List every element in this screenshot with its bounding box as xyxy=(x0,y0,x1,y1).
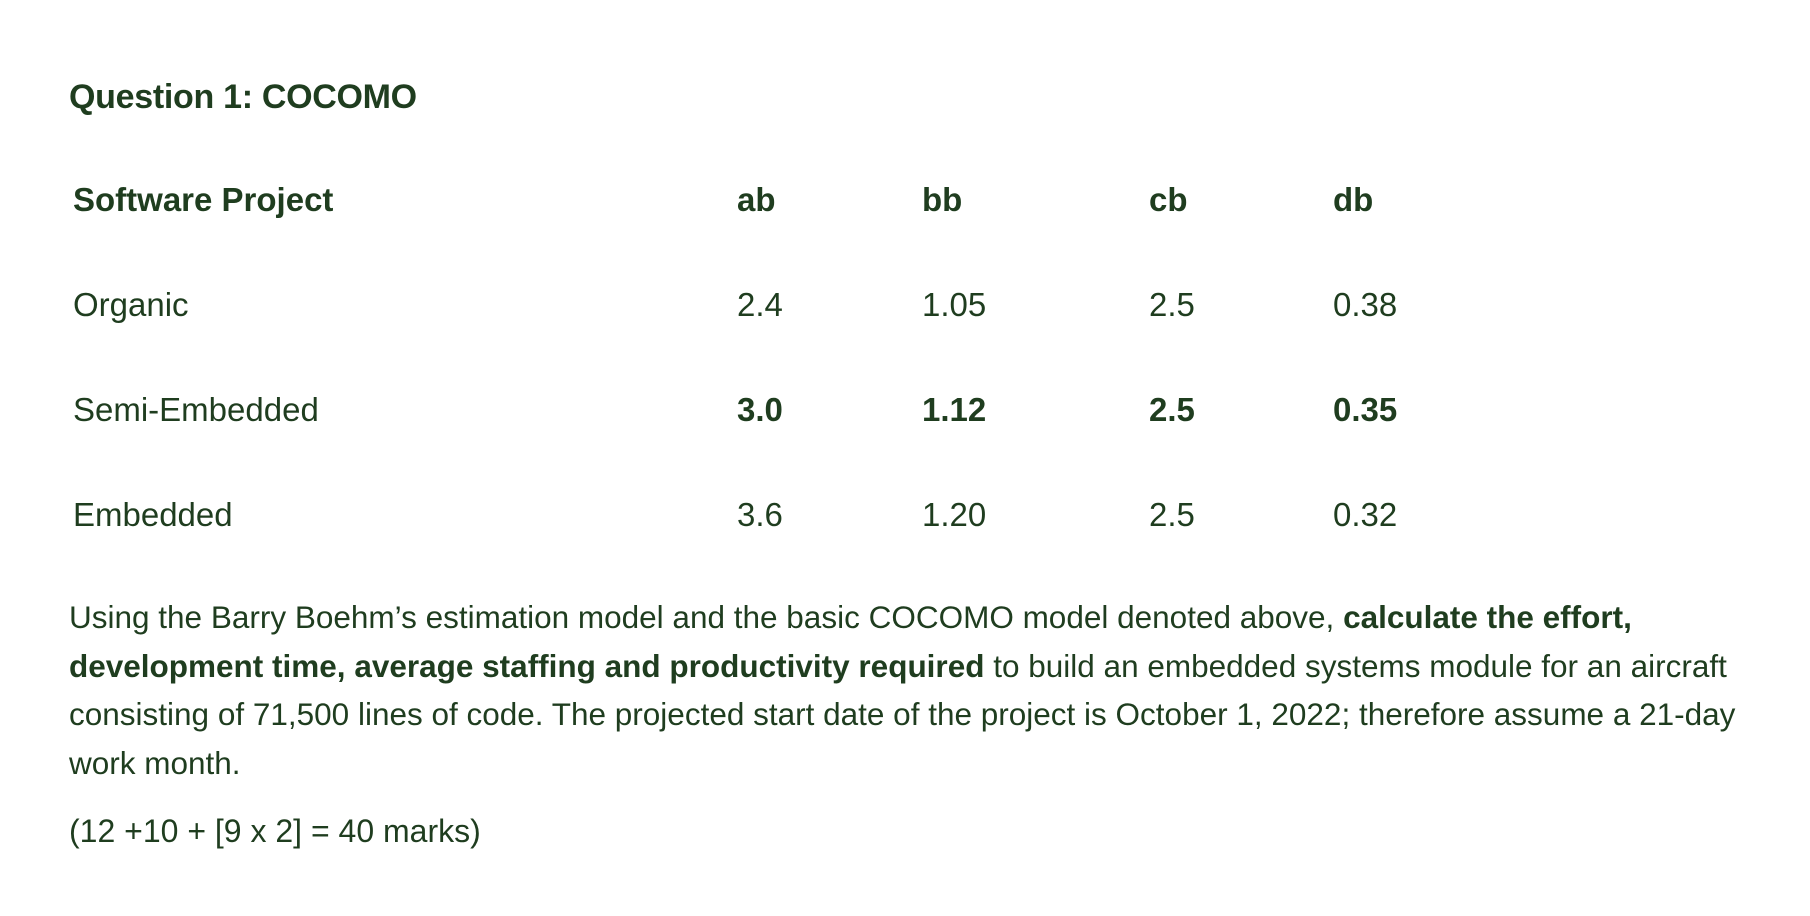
cb-value: 2.5 xyxy=(1149,391,1195,428)
question-title: Question 1: COCOMO xyxy=(69,78,417,116)
bb-value: 1.05 xyxy=(922,286,987,323)
project-name: Semi-Embedded xyxy=(73,391,319,428)
question-text: Using the Barry Boehm’s estimation model… xyxy=(69,593,1749,787)
marks-allocation: (12 +10 + [9 x 2] = 40 marks) xyxy=(69,813,481,849)
ab-value: 3.6 xyxy=(737,496,783,533)
header-ab: ab xyxy=(737,181,776,218)
question-text-task: calculate the effort, development time, … xyxy=(69,599,1632,684)
db-value: 0.35 xyxy=(1333,391,1398,428)
ab-value: 3.0 xyxy=(737,391,783,428)
table-row-semi-embedded: Semi-Embedded 3.0 1.12 2.5 0.35 xyxy=(73,390,1573,450)
question-text-details: to build an embedded systems module for … xyxy=(69,647,1736,781)
header-software-project: Software Project xyxy=(73,181,334,218)
header-bb: bb xyxy=(922,181,963,218)
question-text-intro: Using the Barry Boehm’s estimation model… xyxy=(69,599,1344,635)
project-name: Embedded xyxy=(73,496,233,533)
table-row-embedded: Embedded 3.6 1.20 2.5 0.32 xyxy=(73,495,1573,555)
bb-value: 1.20 xyxy=(922,496,987,533)
db-value: 0.38 xyxy=(1333,286,1398,323)
ab-value: 2.4 xyxy=(737,286,783,323)
db-value: 0.32 xyxy=(1333,496,1398,533)
cb-value: 2.5 xyxy=(1149,286,1195,323)
bb-value: 1.12 xyxy=(922,391,987,428)
table-row-organic: Organic 2.4 1.05 2.5 0.38 xyxy=(73,285,1573,345)
header-db: db xyxy=(1333,181,1374,218)
header-cb: cb xyxy=(1149,181,1188,218)
table-header-row: Software Project ab bb cb db xyxy=(73,180,1573,240)
cb-value: 2.5 xyxy=(1149,496,1195,533)
project-name: Organic xyxy=(73,286,189,323)
